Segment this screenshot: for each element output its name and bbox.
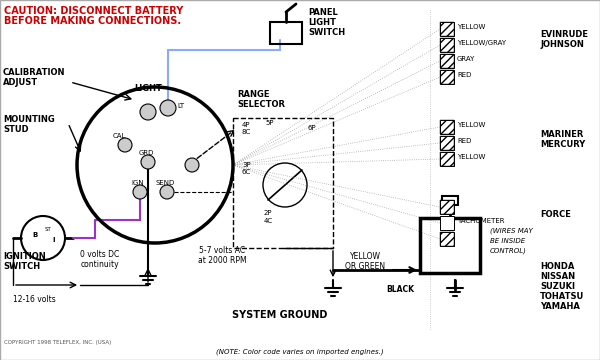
Bar bbox=[440, 120, 454, 134]
Bar bbox=[440, 70, 454, 84]
Text: LIGHT: LIGHT bbox=[308, 18, 336, 27]
Text: LT: LT bbox=[177, 103, 184, 109]
Text: RED: RED bbox=[457, 72, 472, 78]
Bar bbox=[420, 218, 480, 273]
Text: SEND: SEND bbox=[155, 180, 175, 186]
Bar bbox=[440, 152, 454, 166]
Text: EVINRUDE: EVINRUDE bbox=[540, 30, 588, 39]
Text: YELLOW: YELLOW bbox=[457, 24, 485, 30]
Text: 0 volts DC: 0 volts DC bbox=[80, 250, 119, 259]
Text: OR GREEN: OR GREEN bbox=[345, 262, 385, 271]
Text: (WIRES MAY: (WIRES MAY bbox=[490, 228, 533, 234]
Text: CAUTION: DISCONNECT BATTERY: CAUTION: DISCONNECT BATTERY bbox=[4, 6, 183, 16]
Text: 8C: 8C bbox=[242, 129, 251, 135]
Text: IGNITION: IGNITION bbox=[3, 252, 46, 261]
Text: 5P: 5P bbox=[265, 120, 274, 126]
Bar bbox=[440, 216, 454, 230]
Bar bbox=[233, 118, 333, 248]
Text: SWITCH: SWITCH bbox=[308, 28, 345, 37]
Text: BLACK: BLACK bbox=[386, 285, 414, 294]
Text: MOUNTING: MOUNTING bbox=[3, 115, 55, 124]
Bar bbox=[440, 22, 454, 36]
Text: 12-16 volts: 12-16 volts bbox=[13, 295, 56, 304]
Text: 5-7 volts AC: 5-7 volts AC bbox=[199, 246, 245, 255]
Text: 2P: 2P bbox=[264, 210, 272, 216]
Text: YELLOW: YELLOW bbox=[349, 252, 380, 261]
Text: YELLOW: YELLOW bbox=[457, 154, 485, 160]
Text: at 2000 RPM: at 2000 RPM bbox=[197, 256, 247, 265]
Circle shape bbox=[133, 185, 147, 199]
Bar bbox=[440, 22, 454, 36]
Text: 4P: 4P bbox=[242, 122, 251, 128]
Text: B: B bbox=[32, 232, 38, 238]
Bar bbox=[440, 38, 454, 52]
Text: SYSTEM GROUND: SYSTEM GROUND bbox=[232, 310, 328, 320]
Bar bbox=[440, 136, 454, 150]
Text: IGN: IGN bbox=[131, 180, 145, 186]
Text: RANGE: RANGE bbox=[237, 90, 269, 99]
Bar bbox=[442, 196, 458, 205]
Text: BEFORE MAKING CONNECTIONS.: BEFORE MAKING CONNECTIONS. bbox=[4, 16, 181, 26]
Text: FORCE: FORCE bbox=[540, 210, 571, 219]
Text: SELECTOR: SELECTOR bbox=[237, 100, 285, 109]
Bar bbox=[440, 200, 454, 214]
Text: LIGHT: LIGHT bbox=[134, 84, 162, 93]
Text: YELLOW/GRAY: YELLOW/GRAY bbox=[457, 40, 506, 46]
Circle shape bbox=[140, 104, 156, 120]
Text: JOHNSON: JOHNSON bbox=[540, 40, 584, 49]
Text: COPYRIGHT 1998 TELEFLEX, INC. (USA): COPYRIGHT 1998 TELEFLEX, INC. (USA) bbox=[4, 340, 111, 345]
Bar bbox=[440, 70, 454, 84]
Text: GRAY: GRAY bbox=[457, 56, 475, 62]
Bar bbox=[440, 232, 454, 246]
Text: TOHATSU: TOHATSU bbox=[540, 292, 584, 301]
Text: 3P: 3P bbox=[242, 162, 251, 168]
Text: TACHOMETER: TACHOMETER bbox=[457, 218, 505, 224]
Circle shape bbox=[160, 185, 174, 199]
Circle shape bbox=[141, 155, 155, 169]
Text: ST: ST bbox=[44, 227, 52, 232]
Text: SUZUKI: SUZUKI bbox=[540, 282, 575, 291]
Text: YAMAHA: YAMAHA bbox=[540, 302, 580, 311]
Circle shape bbox=[160, 100, 176, 116]
Text: GRD: GRD bbox=[139, 150, 154, 156]
Text: NISSAN: NISSAN bbox=[540, 272, 575, 281]
Text: 6P: 6P bbox=[308, 125, 317, 131]
Text: YELLOW: YELLOW bbox=[457, 122, 485, 128]
Text: BE INSIDE: BE INSIDE bbox=[490, 238, 525, 244]
Text: (NOTE: Color code varies on imported engines.): (NOTE: Color code varies on imported eng… bbox=[216, 348, 384, 355]
Text: CALIBRATION: CALIBRATION bbox=[3, 68, 65, 77]
Text: PANEL: PANEL bbox=[308, 8, 338, 17]
Bar bbox=[440, 120, 454, 134]
Text: ADJUST: ADJUST bbox=[3, 78, 38, 87]
Text: CONTROL): CONTROL) bbox=[490, 248, 527, 255]
Text: HONDA: HONDA bbox=[540, 262, 574, 271]
Text: 4C: 4C bbox=[264, 218, 273, 224]
Text: CAL: CAL bbox=[112, 133, 125, 139]
Bar bbox=[440, 54, 454, 68]
Text: MERCURY: MERCURY bbox=[540, 140, 585, 149]
Bar bbox=[440, 200, 454, 214]
Circle shape bbox=[185, 158, 199, 172]
Text: 6C: 6C bbox=[242, 169, 251, 175]
Bar bbox=[440, 232, 454, 246]
Bar bbox=[440, 38, 454, 52]
Bar bbox=[440, 152, 454, 166]
Bar bbox=[440, 54, 454, 68]
Text: MARINER: MARINER bbox=[540, 130, 583, 139]
Text: I: I bbox=[53, 237, 55, 243]
Text: continuity: continuity bbox=[80, 260, 119, 269]
Text: STUD: STUD bbox=[3, 125, 29, 134]
Bar bbox=[270, 22, 302, 44]
Text: RED: RED bbox=[457, 138, 472, 144]
Text: SWITCH: SWITCH bbox=[3, 262, 40, 271]
Circle shape bbox=[118, 138, 132, 152]
Bar bbox=[440, 136, 454, 150]
